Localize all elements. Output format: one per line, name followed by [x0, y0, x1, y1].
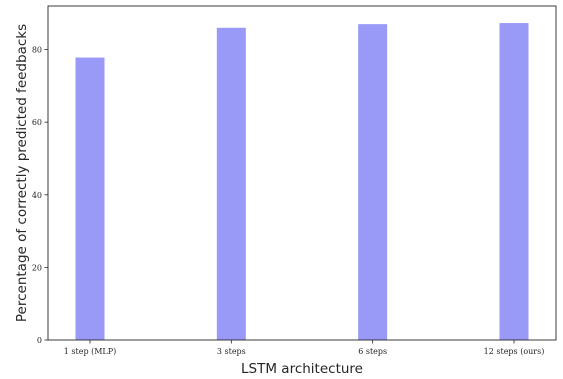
bar-1: [216, 27, 246, 341]
bar-0: [75, 57, 105, 340]
x-tick-label-2: 6 steps: [358, 347, 387, 356]
plot-frame: [47, 5, 557, 341]
y-axis-ticks: 0 20 40 60 80: [32, 46, 48, 345]
y-tick-label-0: 0: [37, 336, 42, 345]
x-tick-label-3: 12 steps (ours): [484, 347, 545, 356]
y-tick-label-4: 80: [32, 46, 42, 55]
x-tick-label-1: 3 steps: [217, 347, 246, 356]
y-tick-label-2: 40: [32, 191, 42, 200]
y-tick-label-3: 60: [32, 118, 42, 127]
x-axis-label: LSTM architecture: [241, 361, 363, 377]
y-tick-label-1: 20: [32, 263, 42, 272]
x-axis-ticks: 1 step (MLP) 3 steps 6 steps 12 steps (ours…: [64, 340, 545, 356]
bar-3: [499, 23, 529, 340]
x-tick-label-0: 1 step (MLP): [64, 347, 116, 356]
bar-2: [358, 24, 388, 341]
bars-group: [75, 23, 529, 341]
y-axis-label: Percentage of correctly predicted feedba…: [14, 24, 30, 322]
